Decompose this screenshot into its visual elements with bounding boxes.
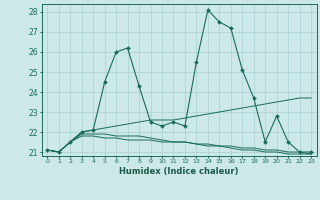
X-axis label: Humidex (Indice chaleur): Humidex (Indice chaleur): [119, 167, 239, 176]
